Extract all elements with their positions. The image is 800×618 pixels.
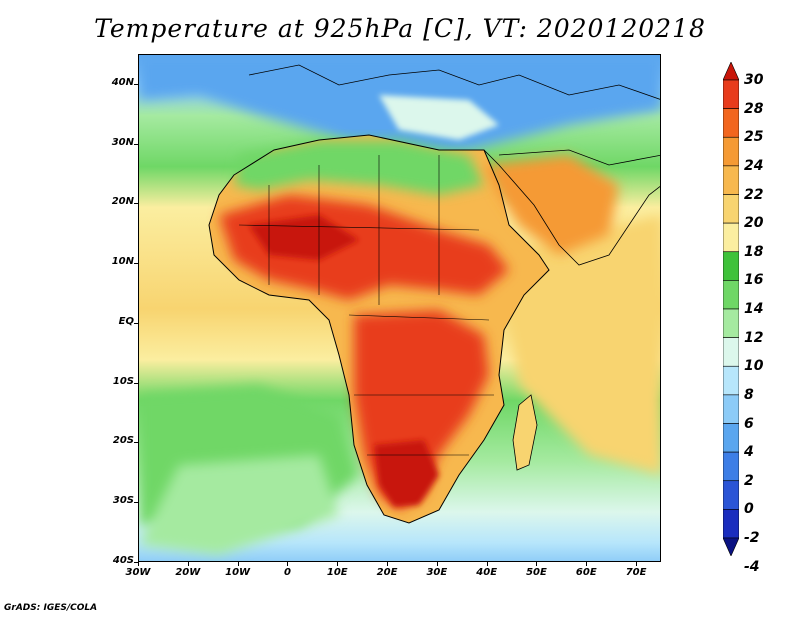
lat-tick-label: 20S [112,435,134,447]
lon-tick-mark [237,562,239,566]
colorbar-swatch [723,394,739,424]
lon-tick-label: 0 [283,567,291,578]
lon-tick-label: 30W [125,567,151,578]
lat-tick-label: 30N [111,136,134,148]
lon-tick-label: 60E [575,567,597,578]
lat-tick-label: 10N [111,256,134,268]
arabia-warm [484,155,619,255]
mediterranean-band [379,95,499,140]
lon-tick-mark [187,562,189,566]
lon-tick-mark [436,562,438,566]
colorbar-swatch [723,365,739,396]
colorbar-swatch [723,280,739,310]
lon-tick-label: 10E [326,567,348,578]
colorbar-level-label: 22 [744,186,764,203]
lon-tick-mark [387,562,389,566]
temperature-field [139,55,660,561]
lon-tick-mark [536,562,538,566]
other-coastlines [248,64,660,266]
colorbar-level-label: 2 [744,472,754,489]
lon-tick-label: 70E [625,567,647,578]
lon-tick-label: 20E [376,567,398,578]
lon-tick-mark [586,562,588,566]
colorbar-level-label: 30 [744,72,764,88]
lat-tick-mark [134,322,138,324]
country-borders [238,155,494,456]
colorbar-swatch [723,136,739,167]
chart-title: Temperature at 925hPa [C], VT: 202012021… [94,14,706,43]
colorbar-level-label: 8 [744,386,754,403]
colorbar-swatch [723,108,739,138]
lat-tick-mark [134,562,138,563]
lon-tick-mark [636,562,638,566]
colorbar-level-label: 16 [744,272,764,289]
lat-tick-mark [134,382,138,384]
colorbar-level-label: 10 [744,358,764,375]
lat-tick-mark [134,442,138,444]
colorbar-level-label: -4 [744,558,760,575]
lat-tick-mark [134,502,138,504]
lon-tick-label: 50E [526,567,547,578]
lat-tick-label: 40N [111,76,134,88]
lat-tick-label: 10S [112,375,134,387]
colorbar-swatch [723,194,739,224]
colorbar-swatch [723,451,739,482]
colorbar-level-label: 0 [744,501,754,518]
lat-tick-mark [134,83,138,85]
colorbar-swatch [723,537,739,556]
lat-tick-label: EQ [118,315,134,327]
map-plot-area [138,54,661,562]
lat-tick-mark [134,143,138,145]
colorbar-swatch [723,509,739,539]
lon-tick-label: 10W [225,567,251,578]
colorbar-level-label: -2 [744,530,760,546]
sahara-north-cool [234,140,484,195]
colorbar-level-label: 4 [744,444,754,461]
colorbar-swatch [723,480,739,510]
colorbar-swatch [723,79,739,109]
colorbar-swatch [723,308,739,338]
colorbar-level-label: 14 [744,301,764,317]
colorbar-swatch [723,222,739,253]
colorbar-swatch [723,423,739,453]
lon-tick-mark [138,562,139,566]
credit-text: GrADS: IGES/COLA [4,603,98,613]
lon-tick-mark [337,562,339,566]
colorbar-swatch [723,165,739,195]
lon-tick-mark [486,562,488,566]
lat-tick-mark [134,203,138,205]
colorbar-swatch [723,337,739,367]
lat-tick-mark [134,263,138,265]
kalahari-max [374,440,439,507]
lon-tick-label: 20W [175,567,201,578]
colorbar-level-label: 18 [744,243,764,260]
colorbar-level-label: 6 [744,415,754,432]
lon-tick-label: 40E [476,567,498,578]
colorbar-level-label: 25 [744,129,764,146]
colorbar-level-label: 20 [744,215,764,232]
colorbar-level-label: 28 [744,100,764,117]
lat-tick-label: 40S [112,555,134,566]
lat-tick-label: 20N [111,196,134,208]
colorbar-level-label: 24 [744,157,764,174]
colorbar [723,62,739,556]
lat-tick-label: 30S [112,495,134,507]
lon-tick-label: 30E [426,567,448,578]
madagascar [512,394,538,471]
colorbar-swatch [723,62,739,81]
colorbar-swatch [723,251,739,281]
colorbar-level-label: 12 [744,329,764,346]
lon-tick-mark [287,562,289,566]
